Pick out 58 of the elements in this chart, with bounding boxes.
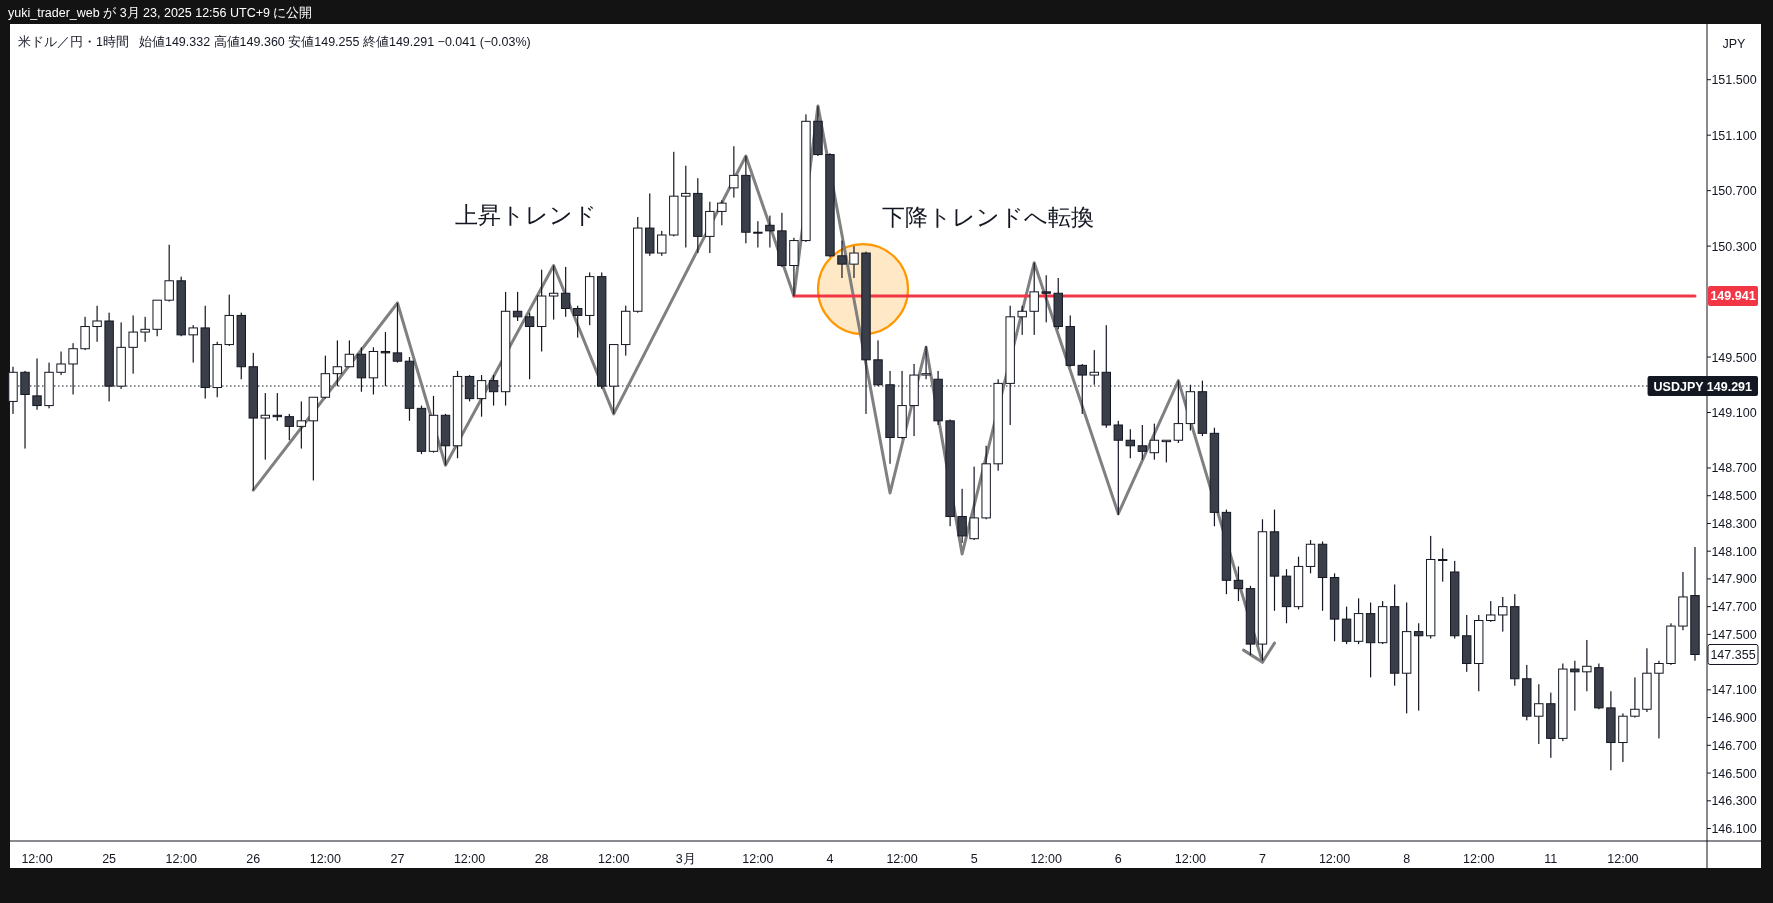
x-tick-label: 12:00 bbox=[21, 852, 53, 866]
x-tick-label: 28 bbox=[534, 852, 549, 866]
candlestick bbox=[56, 351, 66, 376]
x-tick-label: 12:00 bbox=[1463, 852, 1495, 866]
y-tick-label: 147.900 bbox=[1711, 572, 1757, 587]
y-tick-label: 150.300 bbox=[1711, 239, 1757, 254]
x-tick-label: 25 bbox=[102, 852, 117, 866]
y-tick-label: 147.700 bbox=[1711, 600, 1757, 615]
x-tick-label: 12:00 bbox=[453, 852, 486, 866]
x-tick-label: 8 bbox=[1403, 852, 1411, 866]
y-tick-label: 151.500 bbox=[1711, 73, 1757, 88]
y-tick-label: 147.500 bbox=[1711, 627, 1757, 642]
annotation: 上昇トレンド bbox=[455, 202, 597, 228]
x-tick-label: 3月 bbox=[675, 852, 696, 866]
y-tick-label: 148.100 bbox=[1711, 544, 1757, 559]
text: 始値149.332 高値149.360 安値149.255 終値149.291 −0.041 (−0.03%) bbox=[138, 34, 531, 49]
x-tick-label: 26 bbox=[246, 852, 261, 866]
text: yuki_trader_web が 3月 23, 2025 12:56 UTC+9 に公開 bbox=[8, 6, 313, 20]
x-tick-label: 12:00 bbox=[886, 852, 918, 866]
y-tick-label: 146.300 bbox=[1711, 794, 1757, 809]
x-tick-label: 12:00 bbox=[1607, 852, 1639, 866]
y-tick-label: 148.700 bbox=[1711, 461, 1757, 476]
candlestick bbox=[789, 237, 799, 297]
ref-line-label: USDJPY 149.291 bbox=[1653, 379, 1753, 394]
x-tick-label: 7 bbox=[1259, 852, 1266, 866]
x-tick-label: 5 bbox=[970, 852, 978, 866]
y-tick-label: 146.500 bbox=[1711, 766, 1757, 781]
x-tick-label: 12:00 bbox=[309, 852, 342, 866]
y-tick-label: 148.300 bbox=[1711, 516, 1757, 531]
y-tick-label: 146.700 bbox=[1711, 738, 1757, 753]
series-label: 149.941 bbox=[1710, 289, 1756, 304]
candlestick bbox=[837, 240, 847, 278]
y-tick-label: 146.100 bbox=[1711, 822, 1757, 837]
x-tick-label: 12:00 bbox=[165, 852, 197, 866]
x-tick-label: 11 bbox=[1544, 852, 1558, 866]
text: 米ドル／円・1時間 bbox=[18, 35, 129, 49]
candlestick bbox=[849, 246, 859, 278]
x-tick-label: 12:00 bbox=[1318, 852, 1351, 866]
candlestick bbox=[1654, 660, 1664, 739]
x-tick-label: 12:00 bbox=[742, 852, 774, 866]
x-tick-label: 4 bbox=[826, 852, 834, 866]
y-tick-label: 150.700 bbox=[1711, 184, 1757, 199]
y-tick-label: 146.900 bbox=[1711, 711, 1757, 726]
candlestick bbox=[1630, 677, 1640, 718]
x-tick-label: 12:00 bbox=[598, 852, 630, 866]
x-tick-label: 12:00 bbox=[1174, 852, 1207, 866]
y-tick-label: 149.500 bbox=[1711, 350, 1757, 365]
annotation: 下降トレンドへ転換 bbox=[882, 204, 1094, 230]
x-tick-label: 12:00 bbox=[1030, 852, 1062, 866]
candlestick bbox=[921, 345, 931, 380]
y-tick-label: 151.100 bbox=[1711, 128, 1757, 143]
y-tick-label: 147.100 bbox=[1711, 683, 1757, 698]
y-tick-label: 149.100 bbox=[1711, 406, 1757, 421]
y-axis-title: JPY bbox=[1722, 37, 1747, 51]
text: 147.355 bbox=[1710, 647, 1756, 662]
x-tick-label: 27 bbox=[390, 852, 405, 866]
x-tick-label: 6 bbox=[1114, 852, 1122, 866]
y-tick-label: 148.500 bbox=[1711, 489, 1757, 504]
